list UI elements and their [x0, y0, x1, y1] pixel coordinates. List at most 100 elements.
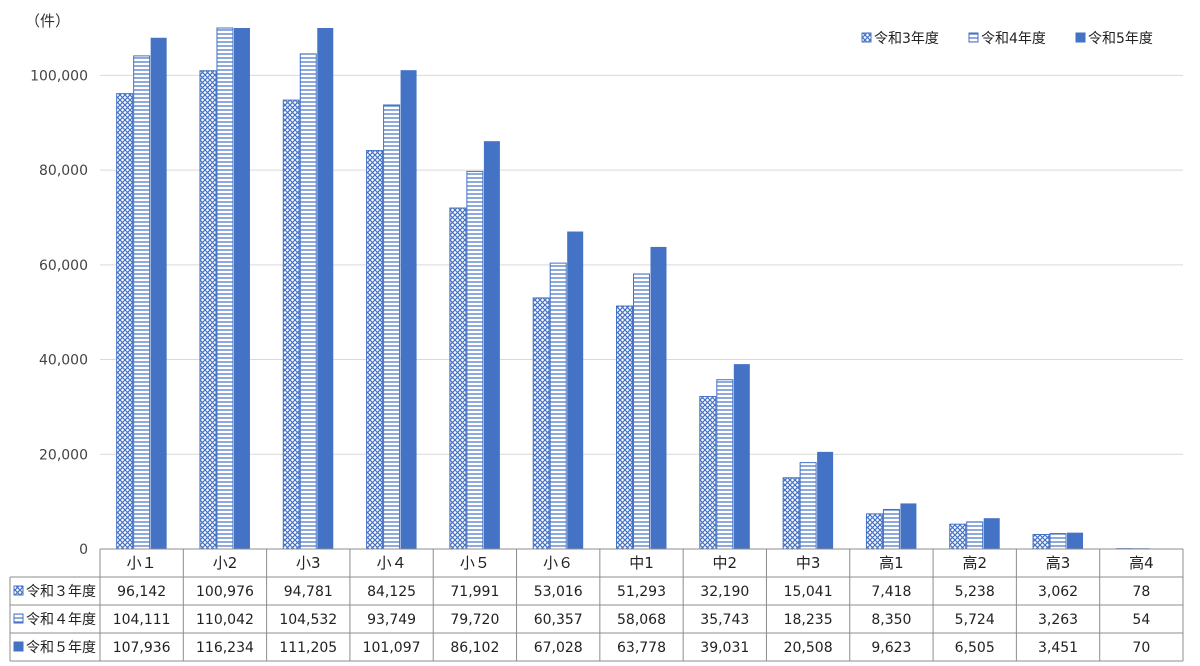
y-tick-label: 100,000	[30, 68, 88, 84]
data-label: 84,125	[367, 584, 416, 600]
data-label: 104,111	[113, 612, 171, 628]
bar-1	[950, 524, 966, 549]
bar-2	[634, 274, 650, 549]
x-tick-label: 高2	[962, 554, 987, 572]
data-label: 67,028	[534, 640, 583, 656]
table-legend-key	[14, 614, 23, 623]
data-label: 6,505	[955, 640, 995, 656]
data-label: 86,102	[450, 640, 499, 656]
x-tick-label: 高4	[1129, 554, 1154, 572]
data-label: 63,778	[617, 640, 666, 656]
bar-1	[783, 478, 799, 549]
y-axis-ticks: 0 20,000 40,000 60,000 80,000 100,000	[30, 68, 88, 558]
data-label: 100,976	[196, 584, 254, 600]
x-tick-label: 中2	[713, 554, 738, 572]
legend-key	[969, 33, 978, 42]
data-label: 15,041	[784, 584, 833, 600]
data-label: 3,062	[1038, 584, 1078, 600]
table-legend-key	[14, 642, 23, 651]
data-label: 53,016	[534, 584, 583, 600]
y-tick-label: 40,000	[39, 353, 88, 369]
bar-2	[134, 56, 150, 549]
data-label: 107,936	[113, 640, 171, 656]
data-label: 32,190	[700, 584, 749, 600]
data-label: 116,234	[196, 640, 254, 656]
data-label: 3,263	[1038, 612, 1078, 628]
x-tick-label: 高3	[1046, 554, 1071, 572]
data-label: 79,720	[450, 612, 499, 628]
data-label: 78	[1132, 584, 1150, 600]
data-label: 5,724	[955, 612, 995, 628]
data-label: 96,142	[117, 584, 166, 600]
bar-3	[817, 452, 833, 549]
data-label: 111,205	[279, 640, 337, 656]
bar-1	[617, 306, 633, 549]
y-tick-label: 80,000	[39, 163, 88, 179]
x-tick-label: 小５	[460, 554, 490, 572]
legend: 令和3年度令和4年度令和5年度	[862, 31, 1153, 47]
x-tick-label: 高1	[879, 554, 904, 572]
bar-3	[234, 28, 250, 549]
data-label: 51,293	[617, 584, 666, 600]
bar-2	[550, 263, 566, 549]
data-label: 39,031	[700, 640, 749, 656]
legend-label: 令和5年度	[1088, 31, 1153, 47]
bar-3	[567, 232, 583, 549]
bar-3	[984, 518, 1000, 549]
x-tick-label: 中1	[629, 554, 654, 572]
table-legend-key	[14, 586, 23, 595]
bar-2	[1050, 534, 1066, 549]
bar-2	[967, 522, 983, 549]
bar-1	[1033, 534, 1049, 549]
bar-2	[217, 28, 233, 549]
y-tick-label: 20,000	[39, 447, 88, 463]
bar-1	[117, 94, 133, 549]
bar-1	[700, 397, 716, 549]
data-label: 71,991	[450, 584, 499, 600]
data-label: 8,350	[871, 612, 911, 628]
bar-3	[484, 141, 500, 549]
bar-2	[384, 105, 400, 549]
y-tick-label: 60,000	[39, 258, 88, 274]
bar-3	[401, 70, 417, 549]
bar-1	[450, 208, 466, 549]
x-tick-label: 小４	[377, 554, 407, 572]
table-row-label: 令和４年度	[26, 612, 96, 628]
data-label: 3,451	[1038, 640, 1078, 656]
x-tick-label: 小2	[213, 554, 238, 572]
bar-3	[651, 247, 667, 549]
x-tick-label: 中3	[796, 554, 821, 572]
data-label: 58,068	[617, 612, 666, 628]
bar-1	[283, 100, 299, 549]
data-table: 小１ 小2 小3 小４ 小５ 小６ 中1 中2 中3 高1 高2 高3 高4 令和３年度 96,142 100…	[10, 549, 1183, 661]
bar-1	[533, 298, 549, 549]
bar-3	[900, 503, 916, 549]
data-label: 9,623	[871, 640, 911, 656]
bar-3	[734, 364, 750, 549]
bar-1	[200, 71, 216, 549]
data-label: 35,743	[700, 612, 749, 628]
bars	[117, 28, 1167, 549]
bar-1	[367, 151, 383, 549]
data-label: 18,235	[784, 612, 833, 628]
bar-1	[866, 514, 882, 549]
data-label: 70	[1132, 640, 1150, 656]
data-label: 54	[1132, 612, 1150, 628]
bar-2	[467, 171, 483, 549]
data-label: 104,532	[279, 612, 337, 628]
data-label: 94,781	[284, 584, 333, 600]
y-tick-label: 0	[79, 542, 88, 558]
x-tick-label: 小3	[296, 554, 321, 572]
legend-key	[862, 33, 871, 42]
legend-key	[1076, 33, 1085, 42]
x-tick-label: 小６	[543, 554, 573, 572]
bar-3	[1067, 533, 1083, 549]
data-label: 93,749	[367, 612, 416, 628]
table-row-label: 令和３年度	[26, 584, 96, 600]
x-tick-label: 小１	[127, 554, 157, 572]
data-label: 110,042	[196, 612, 254, 628]
legend-label: 令和4年度	[981, 31, 1046, 47]
y-unit-label: （件）	[25, 12, 70, 30]
